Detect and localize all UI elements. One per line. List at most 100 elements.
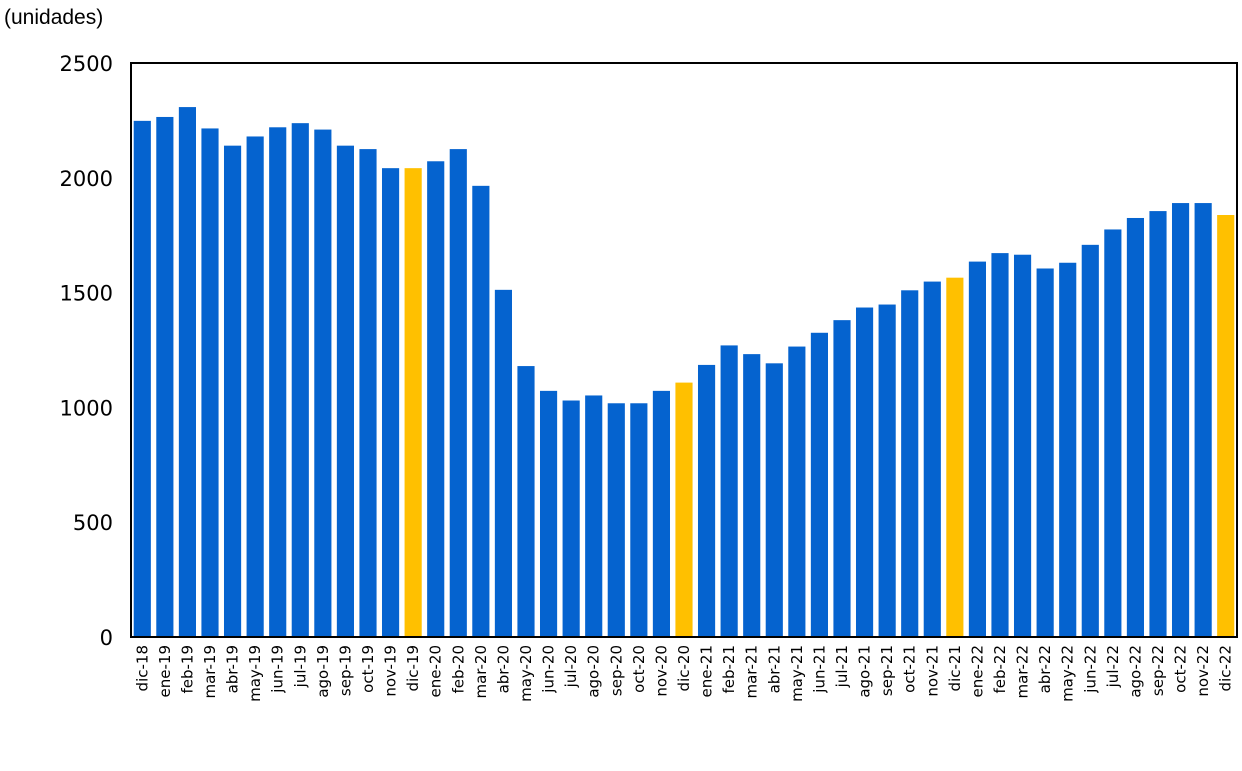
x-tick-label: ago-20: [585, 645, 603, 698]
x-tick-label: sep-21: [878, 645, 896, 696]
x-tick-label: may-20: [517, 645, 535, 702]
x-tick-label: ene-22: [968, 645, 986, 697]
unit-label: (unidades): [4, 6, 103, 29]
x-tick-label: nov-20: [652, 645, 670, 697]
x-tick-label: abr-22: [1036, 645, 1054, 693]
x-tick-label: feb-21: [720, 645, 738, 694]
bar-sep-21: [878, 304, 896, 637]
x-tick-label: oct-19: [359, 645, 377, 693]
bar-oct-20: [630, 403, 648, 637]
x-tick-label: feb-20: [449, 645, 467, 694]
x-tick-label: oct-20: [630, 645, 648, 693]
bars: [133, 107, 1235, 638]
x-tick-label: dic-18: [133, 645, 151, 691]
x-tick-label: ene-21: [698, 645, 716, 697]
x-tick-label: nov-21: [923, 645, 941, 697]
bar-dic-21: [946, 277, 964, 637]
x-tick-label: jul-21: [833, 645, 851, 688]
x-tick-label: ene-19: [156, 645, 174, 697]
x-tick-label: nov-19: [382, 645, 400, 697]
bar-sep-20: [607, 403, 625, 637]
bar-dic-18: [133, 120, 151, 638]
bar-dic-20: [675, 382, 693, 637]
x-tick-label: sep-19: [336, 645, 354, 696]
bar-jul-22: [1104, 229, 1122, 637]
x-tick-label: mar-20: [472, 645, 490, 699]
bar-sep-22: [1149, 211, 1167, 637]
bar-jul-20: [562, 400, 580, 637]
bar-ago-22: [1126, 217, 1144, 638]
bar-may-20: [517, 366, 535, 637]
x-tick-label: ago-19: [314, 645, 332, 698]
y-tick-label: 0: [100, 626, 113, 650]
x-tick-label: nov-22: [1194, 645, 1212, 697]
bar-mar-21: [743, 354, 761, 637]
bar-abr-19: [223, 145, 242, 637]
bar-jun-20: [539, 390, 558, 637]
x-tick-label: ago-21: [856, 645, 874, 698]
y-axis-ticks: 0 500 1000 1500 2000 2500: [60, 52, 113, 650]
x-tick-label: dic-20: [675, 645, 693, 691]
x-tick-label: abr-21: [765, 645, 783, 693]
bar-feb-19: [178, 107, 196, 637]
x-tick-label: abr-20: [494, 645, 512, 693]
x-tick-label: may-21: [788, 645, 806, 702]
bar-ene-22: [968, 261, 986, 637]
y-tick-label: 500: [73, 511, 113, 535]
bar-nov-20: [652, 390, 670, 637]
x-tick-label: may-19: [246, 645, 264, 702]
x-tick-label: oct-21: [901, 645, 919, 693]
bar-nov-21: [923, 281, 941, 637]
x-tick-label: may-22: [1059, 645, 1077, 702]
bar-dic-19: [404, 168, 422, 637]
x-tick-label: dic-21: [946, 645, 964, 691]
bar-jun-22: [1081, 244, 1099, 637]
bar-abr-20: [494, 289, 512, 637]
bar-nov-22: [1194, 203, 1212, 637]
bar-feb-21: [720, 345, 738, 637]
x-tick-label: oct-22: [1172, 645, 1190, 693]
y-tick-label: 2000: [60, 167, 113, 191]
x-tick-label: jun-21: [810, 645, 828, 694]
bar-ene-19: [156, 116, 174, 637]
bar-ene-21: [697, 364, 716, 637]
bar-feb-22: [991, 253, 1009, 638]
y-tick-label: 1500: [60, 282, 113, 306]
bar-oct-19: [359, 149, 377, 637]
bar-jul-21: [833, 320, 851, 637]
x-tick-label: mar-22: [1014, 645, 1032, 699]
x-tick-label: abr-19: [224, 645, 242, 693]
bar-abr-21: [765, 363, 783, 637]
x-tick-label: mar-21: [743, 645, 761, 699]
x-tick-label: ene-20: [427, 645, 445, 697]
bar-ago-21: [855, 307, 874, 637]
bar-abr-22: [1036, 268, 1054, 637]
x-tick-label: jun-22: [1081, 645, 1099, 694]
x-tick-label: feb-22: [991, 645, 1009, 694]
bar-dic-22: [1217, 215, 1235, 637]
bar-oct-22: [1171, 203, 1190, 637]
x-tick-label: jul-20: [562, 645, 580, 688]
x-tick-label: sep-22: [1149, 645, 1167, 696]
bar-nov-19: [381, 168, 400, 637]
bar-sep-19: [336, 145, 354, 637]
y-tick-label: 1000: [60, 396, 113, 420]
bar-may-19: [246, 136, 264, 637]
x-tick-label: jul-19: [291, 645, 309, 688]
x-tick-label: mar-19: [201, 645, 219, 699]
bar-oct-21: [901, 290, 919, 637]
bar-mar-19: [201, 128, 219, 637]
x-tick-label: jul-22: [1104, 645, 1122, 688]
plot-area-frame: [130, 62, 1238, 638]
bar-ago-20: [585, 395, 603, 637]
bar-may-22: [1059, 262, 1077, 637]
bar-ago-19: [314, 129, 332, 637]
x-tick-label: jun-19: [269, 645, 287, 694]
x-tick-label: dic-22: [1217, 645, 1235, 691]
y-tick-label: 2500: [60, 52, 113, 76]
x-tick-label: ago-22: [1126, 645, 1144, 698]
x-tick-label: dic-19: [404, 645, 422, 691]
bar-feb-20: [449, 149, 467, 637]
bar-jun-21: [810, 332, 828, 637]
